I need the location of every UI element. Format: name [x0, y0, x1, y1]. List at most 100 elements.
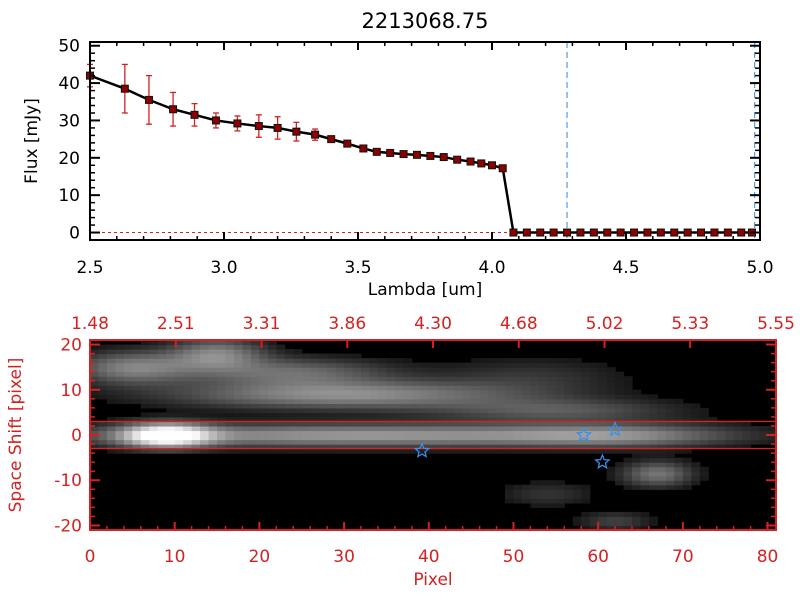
- heatmap-cell: [581, 389, 591, 395]
- heatmap-cell: [623, 435, 633, 441]
- heatmap-cell: [115, 389, 125, 395]
- y-tick-label: -10: [54, 471, 82, 491]
- heatmap-cell: [250, 371, 260, 377]
- heatmap-cell: [530, 358, 540, 364]
- heatmap-cell: [615, 471, 625, 477]
- heatmap-cell: [301, 394, 311, 400]
- heatmap-cell: [521, 493, 531, 499]
- heatmap-cell: [344, 425, 354, 432]
- heatmap-cell: [504, 367, 515, 373]
- heatmap-cell: [200, 362, 210, 368]
- heatmap-cell: [267, 403, 277, 409]
- heatmap-cell: [420, 385, 430, 391]
- data-point: [233, 119, 242, 128]
- heatmap-cell: [335, 398, 345, 404]
- heatmap-cell: [538, 439, 548, 445]
- heatmap-cell: [344, 403, 354, 409]
- data-point: [498, 164, 507, 173]
- heatmap-cell: [140, 430, 150, 436]
- heatmap-cell: [521, 394, 531, 400]
- heatmap-cell: [157, 444, 167, 450]
- heatmap-cell: [115, 380, 125, 386]
- heatmap-cell: [648, 462, 659, 468]
- heatmap-cell: [377, 439, 388, 445]
- heatmap-cell: [250, 389, 260, 395]
- heatmap-cell: [547, 435, 557, 441]
- top-axis-tick-label: 5.33: [671, 314, 709, 334]
- heatmap-cell: [115, 435, 125, 441]
- heatmap-cell: [208, 367, 218, 373]
- heatmap-cell: [572, 362, 582, 368]
- heatmap-cell: [166, 380, 176, 386]
- heatmap-cell: [530, 430, 540, 436]
- heatmap-cell: [200, 349, 210, 355]
- heatmap-cell: [132, 448, 142, 454]
- heatmap-cell: [157, 376, 167, 382]
- heatmap-cell: [361, 435, 371, 441]
- heatmap-cell: [471, 385, 481, 391]
- heatmap-cell: [132, 416, 142, 423]
- heatmap-cell: [98, 376, 108, 382]
- heatmap-cell: [90, 367, 100, 373]
- heatmap-cell: [123, 416, 133, 423]
- star-marker: [606, 420, 624, 437]
- heatmap-cell: [259, 344, 269, 350]
- heatmap-cell: [208, 425, 218, 432]
- heatmap-cell: [488, 389, 498, 395]
- heatmap-cell: [521, 416, 531, 423]
- heatmap-cell: [369, 358, 379, 364]
- heatmap-cell: [293, 439, 303, 445]
- heatmap-cell: [217, 444, 227, 450]
- heatmap-cell: [293, 430, 303, 436]
- heatmap-cell: [157, 371, 167, 377]
- heatmap-cell: [555, 430, 565, 436]
- heatmap-cell: [90, 344, 100, 350]
- heatmap-cell: [208, 448, 218, 454]
- heatmap-cell: [123, 344, 133, 350]
- heatmap-cell: [174, 425, 184, 432]
- heatmap-cell: [386, 403, 396, 409]
- heatmap-cell: [276, 394, 286, 400]
- heatmap-cell: [657, 398, 667, 404]
- heatmap-cell: [217, 344, 227, 350]
- data-point: [603, 228, 612, 237]
- heatmap-cell: [344, 398, 354, 404]
- heatmap-cell: [445, 412, 455, 418]
- heatmap-cell: [293, 389, 303, 395]
- data-point: [616, 228, 625, 237]
- heatmap-cell: [725, 430, 735, 436]
- heatmap-cell: [217, 439, 227, 445]
- heatmap-cell: [377, 398, 388, 404]
- heatmap-cell: [310, 403, 320, 409]
- heatmap-cell: [242, 407, 252, 413]
- heatmap-cell: [657, 475, 667, 481]
- heatmap-cell: [623, 416, 633, 423]
- heatmap-cell: [310, 371, 320, 377]
- heatmap-cell: [394, 385, 404, 391]
- heatmap-cell: [344, 430, 354, 436]
- heatmap-cell: [276, 416, 286, 423]
- heatmap-cell: [488, 394, 498, 400]
- heatmap-cell: [132, 435, 142, 441]
- heatmap-cell: [665, 403, 675, 409]
- heatmap-cell: [250, 362, 260, 368]
- heatmap-cell: [564, 430, 574, 436]
- y-tick-label: 0: [69, 224, 80, 244]
- heatmap-cell: [657, 416, 667, 423]
- heatmap-cell: [496, 371, 506, 377]
- heatmap-cell: [648, 444, 659, 450]
- heatmap-cell: [615, 475, 625, 481]
- heatmap-cell: [648, 480, 659, 486]
- heatmap-cell: [208, 407, 218, 413]
- heatmap-cell: [403, 358, 413, 364]
- heatmap-cell: [157, 380, 167, 386]
- heatmap-cell: [454, 376, 464, 382]
- heatmap-cell: [572, 484, 582, 490]
- heatmap-cell: [674, 471, 684, 477]
- heatmap-cell: [615, 407, 625, 413]
- heatmap-cell: [191, 376, 201, 382]
- heatmap-cell: [437, 371, 447, 377]
- heatmap-cell: [352, 367, 362, 373]
- heatmap-cell: [106, 425, 117, 432]
- heatmap-cell: [496, 444, 506, 450]
